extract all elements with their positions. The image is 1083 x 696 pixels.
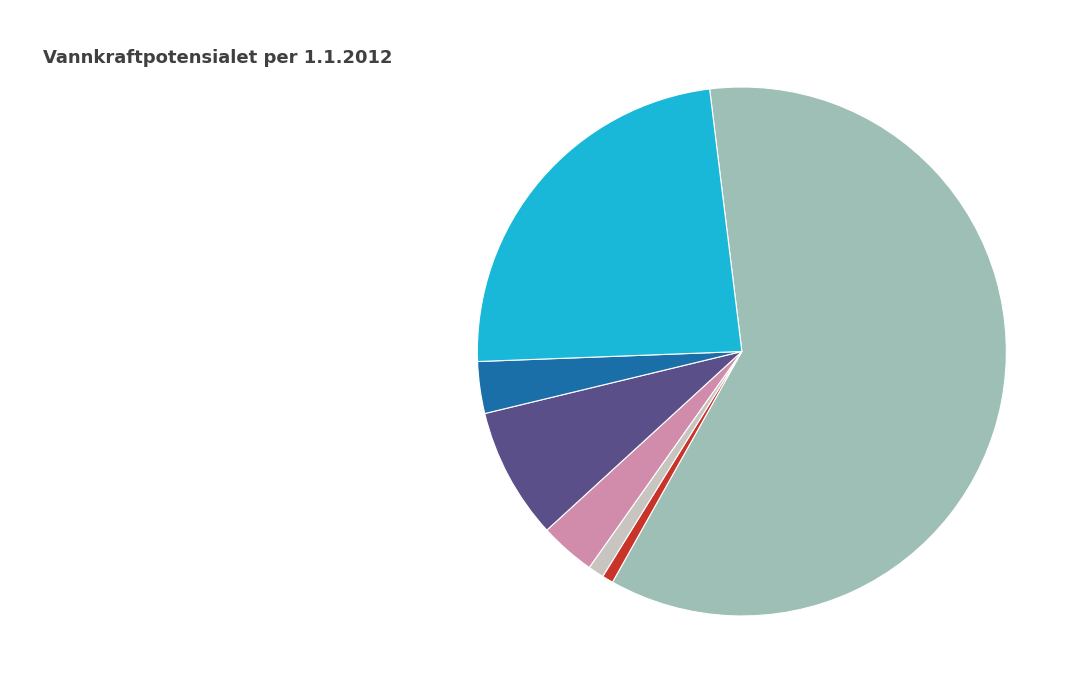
Text: Vannkraftpotensialet per 1.1.2012: Vannkraftpotensialet per 1.1.2012 — [43, 49, 393, 67]
Wedge shape — [613, 87, 1006, 616]
Wedge shape — [547, 351, 742, 567]
Wedge shape — [478, 351, 742, 413]
Wedge shape — [589, 351, 742, 576]
Wedge shape — [603, 351, 742, 582]
Wedge shape — [485, 351, 742, 530]
Wedge shape — [478, 89, 742, 361]
